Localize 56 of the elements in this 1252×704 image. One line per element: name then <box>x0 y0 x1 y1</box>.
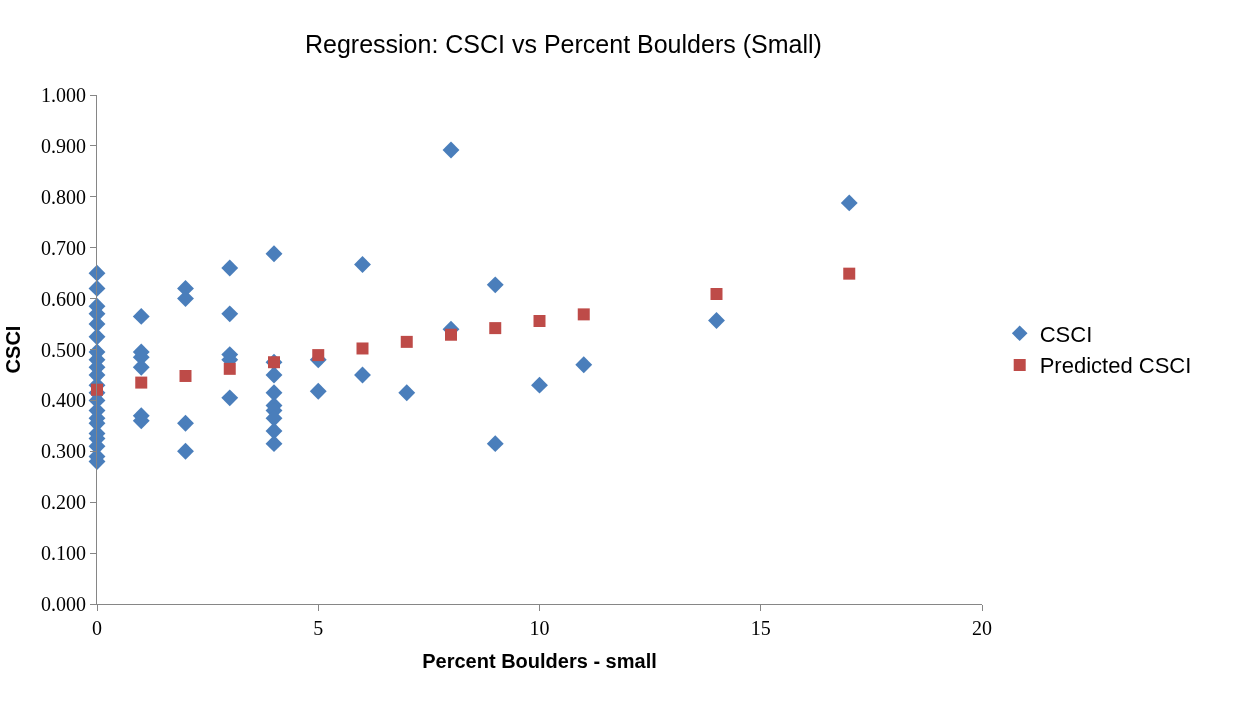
point <box>179 369 192 382</box>
x-tick-label: 20 <box>972 617 992 639</box>
point <box>265 435 283 453</box>
point <box>445 328 457 341</box>
legend-label: Predicted CSCI <box>1039 353 1192 379</box>
point <box>88 279 106 297</box>
point <box>708 312 725 329</box>
point <box>223 362 236 375</box>
y-tick-label: 0.800 <box>41 185 86 208</box>
x-tick-label: 5 <box>313 617 324 639</box>
point <box>135 376 148 389</box>
y-tick-label: 0.900 <box>41 134 86 157</box>
point <box>577 308 590 321</box>
point <box>309 382 327 400</box>
point <box>265 245 283 263</box>
point <box>400 335 413 348</box>
x-tick-label: 10 <box>529 617 550 639</box>
y-tick-label: 0.400 <box>41 389 86 412</box>
point <box>312 349 325 362</box>
legend-label: CSCI <box>1039 321 1093 347</box>
y-tick-label: 0.000 <box>41 593 86 615</box>
x-tick-label: 0 <box>92 617 102 639</box>
point <box>265 422 283 440</box>
point <box>354 366 371 384</box>
point <box>486 435 504 453</box>
point <box>533 315 546 327</box>
point <box>265 366 283 384</box>
point <box>843 267 856 280</box>
point <box>840 194 858 212</box>
point <box>177 442 194 460</box>
y-axis-title: CSCI <box>1 325 24 374</box>
point <box>221 389 239 407</box>
point <box>356 342 369 355</box>
point <box>354 256 371 273</box>
y-tick-label: 0.200 <box>41 491 86 514</box>
point <box>132 307 150 325</box>
y-tick-label: 0.600 <box>41 287 86 310</box>
chart-title: Regression: CSCI vs Percent Boulders (Small) <box>304 29 822 58</box>
point <box>177 414 194 432</box>
y-tick-label: 1.000 <box>41 84 86 106</box>
point <box>221 305 239 323</box>
point <box>531 376 548 394</box>
y-tick-label: 0.300 <box>41 440 86 463</box>
point <box>486 276 504 294</box>
x-axis-title: Percent Boulders - small <box>422 649 657 672</box>
point <box>221 259 239 277</box>
point <box>442 141 460 159</box>
y-tick-label: 0.700 <box>41 236 86 259</box>
y-tick-label: 0.100 <box>41 542 86 565</box>
point <box>91 383 103 396</box>
point <box>398 384 416 402</box>
point <box>575 356 593 374</box>
point <box>710 288 723 301</box>
point <box>489 322 502 335</box>
y-tick-label: 0.500 <box>41 338 86 361</box>
x-tick-label: 15 <box>750 617 771 639</box>
